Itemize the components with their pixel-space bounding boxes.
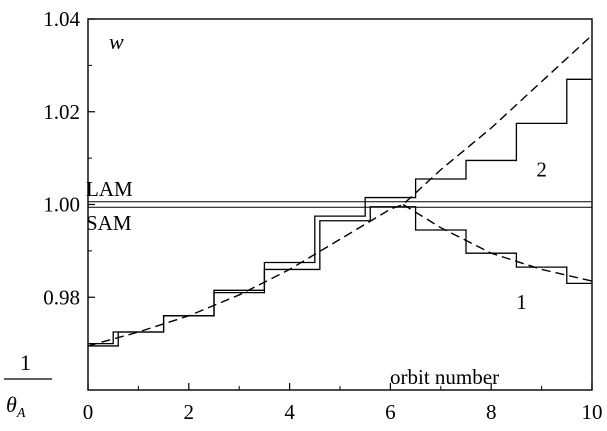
plot-border	[87, 18, 593, 391]
series-label-1: 1	[516, 290, 527, 314]
y-tick-label: 1.02	[43, 100, 80, 124]
y-label-numerator: 1	[20, 350, 31, 375]
reference-lines	[88, 201, 592, 208]
x-tick-label: 0	[83, 400, 94, 424]
plot-frame	[87, 18, 593, 391]
axis-ticks: 0 2 4 6 8 10 0.98 1.00 1.02 1.04	[43, 7, 602, 424]
y-tick-label: 1.00	[43, 193, 80, 217]
x-tick-label: 4	[284, 400, 295, 424]
y-label-denominator: θA	[6, 392, 26, 421]
series-line-1	[88, 206, 592, 347]
panel-label: w	[109, 29, 124, 54]
series-label-2: 2	[536, 158, 547, 182]
series-group	[87, 34, 593, 347]
reference-label-sam: SAM	[86, 211, 132, 235]
x-axis-label: orbit number	[390, 365, 499, 389]
x-tick-label: 8	[486, 400, 497, 424]
x-tick-label: 6	[385, 400, 396, 424]
y-tick-label: 0.98	[43, 285, 80, 309]
y-tick-label: 1.04	[43, 7, 80, 31]
x-tick-label: 10	[582, 400, 603, 424]
dashed-curve-3	[402, 203, 593, 282]
annotations: w orbit number LAM SAM 1 θA 2 1	[4, 29, 547, 421]
reference-label-lam: LAM	[86, 177, 133, 201]
x-tick-label: 2	[184, 400, 195, 424]
